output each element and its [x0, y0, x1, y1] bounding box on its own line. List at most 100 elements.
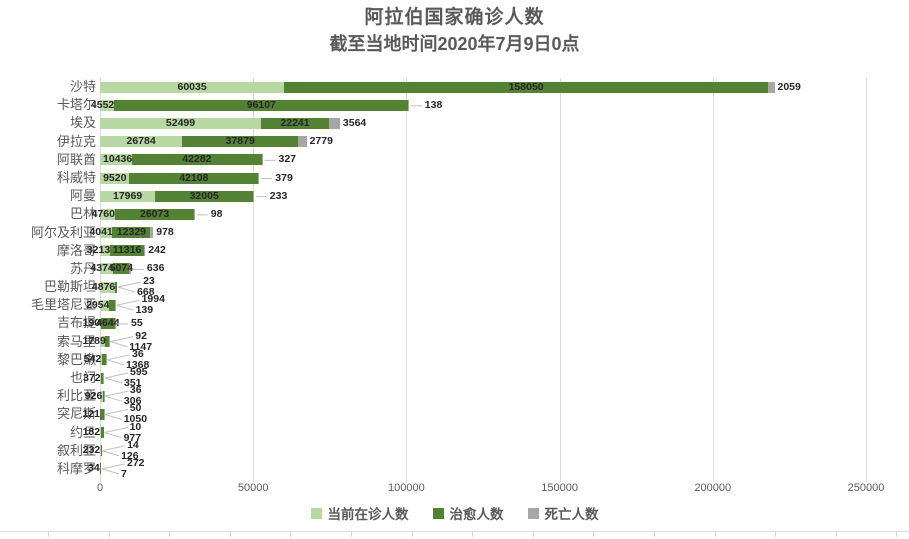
- bar-row: [100, 118, 340, 129]
- bar-segment-active: [100, 427, 101, 438]
- legend-item: 死亡人数: [527, 503, 599, 523]
- value-label-active: 52499: [165, 117, 196, 129]
- value-label-deaths: 138: [424, 98, 443, 111]
- value-label-cured: 5074: [109, 262, 134, 275]
- category-label: 伊拉克: [56, 133, 96, 149]
- bar-segment-active: [100, 318, 101, 329]
- category-label: 利比亚: [56, 388, 96, 404]
- value-label-cured: 272: [127, 456, 145, 469]
- bar-row: [100, 99, 409, 111]
- value-label-deaths: 978: [156, 226, 174, 238]
- value-label-deaths: 2059: [777, 80, 801, 93]
- bar-segment-active: [100, 172, 130, 184]
- bar-segment-cured: [101, 372, 103, 384]
- chart-title-block: 阿拉伯国家确诊人数 截至当地时间2020年7月9日0点: [0, 4, 909, 57]
- bar-segment-deaths: [261, 154, 263, 166]
- bar-row: [100, 208, 195, 220]
- value-label-cured: 668: [137, 286, 155, 299]
- bar-row: [100, 318, 115, 329]
- gridline: [100, 78, 101, 482]
- value-label-active: 190: [82, 317, 101, 329]
- category-label: 巴林: [69, 206, 96, 222]
- bar-row: [100, 245, 146, 257]
- value-label-cured: 1368: [126, 358, 150, 371]
- value-label-deaths: 50: [129, 402, 142, 415]
- bar-row: [100, 427, 104, 438]
- value-label-active: 60035: [177, 80, 207, 93]
- bar-segment-cured: [155, 190, 254, 202]
- value-label-active: 4041: [89, 226, 113, 238]
- gridline: [866, 78, 867, 482]
- category-label: 阿曼: [69, 188, 96, 204]
- value-label-deaths: 36: [132, 347, 144, 360]
- bar-segment-cured: [114, 281, 117, 293]
- bar-segment-cured: [100, 408, 104, 420]
- legend-item: 治愈人数: [432, 503, 504, 523]
- value-label-deaths: 36: [129, 384, 142, 397]
- category-label: 摩洛哥: [56, 242, 96, 258]
- category-label: 沙特: [69, 79, 96, 95]
- sheet-gridline-tick: [896, 531, 898, 537]
- bar-segment-cured: [109, 299, 116, 311]
- sheet-gridline-tick: [654, 531, 655, 537]
- value-label-active: 182: [82, 426, 101, 438]
- gridline: [253, 78, 255, 482]
- bar-row: [100, 263, 131, 275]
- bar-segment-active: [100, 190, 156, 202]
- value-label-deaths: 2779: [309, 135, 333, 148]
- bar-segment-active: [100, 336, 106, 348]
- legend-item: 当前在诊人数: [310, 503, 409, 523]
- bar-segment-cured: [113, 263, 129, 275]
- category-label: 巴勒斯坦: [43, 279, 96, 295]
- sheet-gridline-tick: [290, 531, 292, 537]
- value-label-deaths: 242: [148, 244, 166, 257]
- value-label-cured: 42108: [179, 171, 209, 184]
- value-label-active: 4374: [90, 262, 114, 275]
- value-label-active: 1789: [82, 335, 106, 348]
- category-label: 吉布提: [56, 315, 96, 331]
- bar-row: [100, 299, 116, 311]
- value-label-deaths: 98: [210, 207, 223, 220]
- value-label-deaths: 92: [135, 329, 147, 342]
- value-label-cured: 22241: [280, 117, 310, 129]
- category-label: 也门: [69, 370, 96, 385]
- gridline: [712, 78, 714, 482]
- bar-segment-cured: [105, 336, 109, 348]
- value-label-active: 542: [83, 353, 102, 366]
- value-label-deaths: 23: [143, 275, 155, 288]
- category-label: 科摩罗: [56, 460, 96, 476]
- category-label: 突尼斯: [56, 406, 96, 422]
- bar-row: [100, 172, 260, 184]
- value-label-deaths: 636: [146, 262, 165, 275]
- value-label-cured: 4644: [96, 317, 120, 329]
- bar-row: [100, 81, 775, 93]
- bar-row: [100, 336, 110, 348]
- bar-segment-active: [100, 208, 115, 220]
- value-label-deaths: 55: [131, 317, 143, 329]
- sheet-gridline-tick: [229, 531, 231, 537]
- value-label-cured: 126: [121, 449, 139, 462]
- category-label: 埃及: [69, 115, 96, 131]
- bar-segment-cured: [109, 245, 145, 257]
- bar-segment-cured: [112, 227, 151, 238]
- value-label-active: 26784: [126, 135, 156, 148]
- bar-row: [100, 281, 118, 293]
- value-label-deaths: 379: [275, 171, 293, 184]
- gridline: [406, 78, 408, 482]
- value-label-cured: 1147: [129, 340, 153, 353]
- bar-segment-active: [100, 263, 114, 275]
- bar-segment-cured: [113, 99, 409, 111]
- bar-segment-active: [100, 227, 113, 238]
- category-label: 索马里: [56, 333, 96, 349]
- value-label-cured: 37879: [225, 135, 255, 148]
- category-label: 卡塔尔: [56, 97, 96, 113]
- bar-segment-cured: [100, 427, 104, 438]
- value-label-cured: 1994: [141, 293, 165, 306]
- bar-segment-deaths: [128, 263, 131, 275]
- value-label-cured: 595: [130, 366, 148, 378]
- value-label-active: 34: [88, 462, 100, 475]
- bar-segment-active: [100, 390, 103, 402]
- value-label-deaths: 351: [124, 377, 142, 389]
- value-label-active: 4760: [91, 207, 115, 220]
- category-label: 阿尔及利亚: [30, 224, 96, 240]
